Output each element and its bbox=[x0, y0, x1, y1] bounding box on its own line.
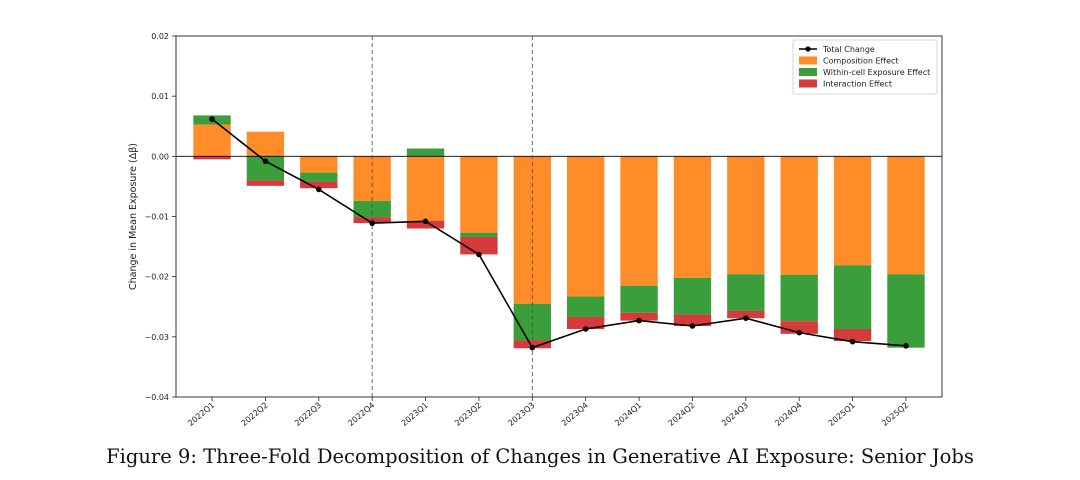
bar-within-cell-exposure-effect-2024Q3 bbox=[727, 274, 765, 311]
bar-composition-effect-2022Q3 bbox=[300, 156, 338, 173]
y-tick-label: 0.01 bbox=[151, 92, 169, 101]
bar-composition-effect-2024Q4 bbox=[780, 156, 818, 275]
total-change-point-2022Q2 bbox=[262, 158, 269, 164]
bar-composition-effect-2024Q3 bbox=[727, 156, 765, 275]
x-tick-label-2022Q1: 2022Q1 bbox=[186, 401, 216, 428]
legend-interaction-effect-swatch bbox=[799, 79, 817, 88]
y-tick-label: −0.02 bbox=[144, 273, 169, 282]
x-tick-label-2024Q2: 2024Q2 bbox=[667, 401, 697, 428]
total-change-point-2022Q4 bbox=[369, 220, 375, 226]
bar-interaction-effect-2025Q1 bbox=[833, 329, 872, 342]
x-tick-label-2022Q2: 2022Q2 bbox=[240, 401, 270, 428]
total-change-point-2023Q4 bbox=[582, 326, 589, 332]
x-tick-label-2023Q4: 2023Q4 bbox=[560, 401, 590, 428]
legend-composition-effect-swatch bbox=[799, 56, 817, 65]
total-change-point-2023Q1 bbox=[422, 218, 429, 225]
bar-interaction-effect-2024Q2 bbox=[673, 314, 712, 327]
plot-frame bbox=[175, 35, 943, 398]
x-tick-label-2023Q1: 2023Q1 bbox=[400, 401, 430, 428]
total-change-point-2024Q2 bbox=[689, 323, 696, 329]
x-tick-label-2025Q1: 2025Q1 bbox=[827, 401, 857, 428]
bar-within-cell-exposure-effect-2022Q3 bbox=[300, 172, 338, 182]
legend-box bbox=[792, 39, 938, 95]
total-change-point-2023Q2 bbox=[476, 251, 482, 258]
bar-within-cell-exposure-effect-2023Q4 bbox=[567, 296, 605, 317]
bar-within-cell-exposure-effect-2025Q1 bbox=[833, 265, 872, 330]
y-axis-label: Change in Mean Exposure (Δβ) bbox=[128, 143, 139, 290]
bar-interaction-effect-2022Q1 bbox=[193, 156, 231, 160]
legend-total-change-label: Total Change bbox=[822, 45, 875, 54]
bar-interaction-effect-2023Q2 bbox=[460, 236, 498, 255]
y-tick-label: 0.00 bbox=[151, 152, 169, 161]
total-change-point-2025Q2 bbox=[903, 343, 909, 349]
x-tick-label-2023Q3: 2023Q3 bbox=[506, 401, 536, 428]
y-tick-label: 0.02 bbox=[151, 32, 169, 41]
x-tick-label-2025Q2: 2025Q2 bbox=[880, 401, 910, 428]
bar-interaction-effect-2023Q4 bbox=[567, 316, 605, 330]
bar-composition-effect-2023Q4 bbox=[567, 156, 605, 297]
legend-total-change-marker bbox=[805, 46, 811, 52]
total-change-line bbox=[211, 118, 907, 349]
bar-composition-effect-2023Q3 bbox=[513, 156, 551, 304]
figure-caption: Figure 9: Three-Fold Decomposition of Ch… bbox=[106, 445, 974, 468]
bar-within-cell-exposure-effect-2025Q2 bbox=[887, 274, 925, 348]
total-change-point-2025Q1 bbox=[849, 338, 856, 345]
total-change-point-2024Q1 bbox=[636, 317, 642, 324]
bar-within-cell-exposure-effect-2024Q4 bbox=[780, 274, 818, 322]
x-tick-label-2024Q3: 2024Q3 bbox=[720, 401, 750, 428]
legend-interaction-effect-label: Interaction Effect bbox=[823, 80, 892, 89]
bar-interaction-effect-2023Q1 bbox=[406, 220, 445, 229]
bar-composition-effect-2025Q2 bbox=[887, 156, 925, 275]
y-tick-label: −0.01 bbox=[144, 213, 169, 222]
bar-interaction-effect-2024Q3 bbox=[727, 310, 765, 319]
total-change-point-2024Q4 bbox=[796, 329, 803, 336]
legend-within-cell-exposure-effect-label: Within-cell Exposure Effect bbox=[823, 68, 930, 77]
y-tick-label: −0.04 bbox=[144, 393, 169, 402]
x-tick-label-2024Q1: 2024Q1 bbox=[613, 401, 643, 428]
y-tick-label: −0.03 bbox=[144, 333, 169, 342]
bar-interaction-effect-2022Q3 bbox=[300, 181, 338, 189]
bar-interaction-effect-2022Q2 bbox=[246, 180, 285, 186]
bar-composition-effect-2023Q1 bbox=[406, 156, 445, 221]
bar-within-cell-exposure-effect-2024Q2 bbox=[673, 277, 712, 315]
legend-composition-effect-label: Composition Effect bbox=[823, 57, 899, 66]
x-tick-label-2022Q3: 2022Q3 bbox=[293, 401, 323, 428]
decomposition-chart: 0.02 0.01 0.00 −0.01 −0.02 −0.03 −0.04 Change i… bbox=[128, 32, 943, 428]
total-change-point-2022Q1 bbox=[209, 116, 215, 122]
bar-within-cell-exposure-effect-2024Q1 bbox=[620, 285, 658, 313]
bar-composition-effect-2022Q2 bbox=[246, 131, 285, 157]
legend-within-cell-exposure-effect-swatch bbox=[799, 68, 817, 76]
x-tick-label-2024Q4: 2024Q4 bbox=[773, 401, 803, 428]
bar-within-cell-exposure-effect-2023Q1 bbox=[406, 148, 445, 157]
bar-composition-effect-2023Q2 bbox=[460, 156, 498, 233]
bar-within-cell-exposure-effect-2023Q2 bbox=[460, 232, 498, 237]
total-change-point-2022Q3 bbox=[315, 186, 322, 193]
total-change-point-2023Q3 bbox=[529, 344, 536, 351]
bar-composition-effect-2025Q1 bbox=[833, 156, 872, 266]
x-tick-label-2022Q4: 2022Q4 bbox=[346, 401, 376, 428]
total-change-point-2024Q3 bbox=[743, 315, 749, 321]
bar-composition-effect-2024Q1 bbox=[620, 156, 658, 286]
bar-within-cell-exposure-effect-2022Q4 bbox=[353, 200, 391, 218]
bar-composition-effect-2024Q2 bbox=[673, 156, 712, 278]
bar-interaction-effect-2024Q1 bbox=[620, 312, 658, 321]
x-tick-label-2023Q2: 2023Q2 bbox=[453, 401, 483, 428]
